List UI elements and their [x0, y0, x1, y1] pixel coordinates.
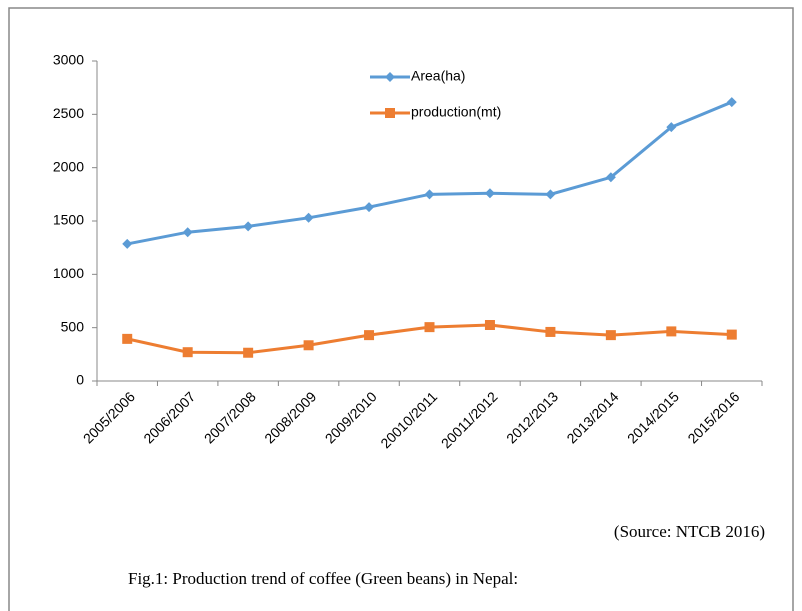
marker: [303, 212, 314, 223]
x-tick-label: 2014/2015: [624, 388, 682, 446]
x-tick-label: 20010/2011: [377, 388, 440, 451]
marker: [545, 326, 556, 337]
marker: [364, 202, 375, 213]
marker: [605, 330, 616, 341]
x-tick-label: 2007/2008: [201, 388, 259, 446]
x-tick-label: 2009/2010: [322, 388, 380, 446]
y-tick-label: 3000: [53, 52, 84, 68]
frame: [8, 7, 794, 611]
marker: [182, 227, 193, 238]
marker: [424, 322, 435, 333]
marker: [243, 347, 254, 358]
marker: [385, 108, 395, 118]
y-tick-label: 2000: [53, 158, 84, 174]
marker: [243, 221, 254, 232]
marker: [424, 189, 435, 200]
x-tick-label: 2015/2016: [684, 388, 742, 446]
legend-label: Area(ha): [411, 68, 465, 84]
y-tick-label: 1000: [53, 265, 84, 281]
marker: [666, 122, 677, 133]
series-line: [126, 100, 733, 246]
x-tick-label: 2008/2009: [261, 388, 319, 446]
marker: [726, 97, 737, 108]
x-tick-label: 2013/2014: [563, 388, 621, 446]
marker: [484, 188, 495, 199]
marker: [605, 172, 616, 183]
x-tick-label: 2012/2013: [503, 388, 561, 446]
x-tick-label: 20011/2012: [438, 388, 501, 451]
marker: [666, 326, 677, 337]
marker: [545, 189, 556, 200]
source-note: (Source: NTCB 2016): [614, 522, 765, 541]
marker: [303, 340, 314, 351]
marker: [122, 333, 133, 344]
x-tick-label: 2006/2007: [140, 388, 198, 446]
y-tick-label: 2500: [53, 105, 84, 121]
marker: [726, 329, 737, 340]
marker: [122, 238, 133, 249]
y-tick-label: 0: [76, 372, 84, 388]
legend-label: production(mt): [411, 104, 501, 120]
y-tick-label: 500: [61, 318, 85, 334]
marker: [385, 72, 395, 82]
y-tick-label: 1500: [53, 212, 84, 228]
marker: [182, 347, 193, 358]
marker: [484, 320, 495, 330]
figure-caption: Fig.1: Production trend of coffee (Green…: [128, 569, 518, 588]
marker: [364, 330, 375, 341]
x-tick-label: 2005/2006: [80, 388, 138, 446]
